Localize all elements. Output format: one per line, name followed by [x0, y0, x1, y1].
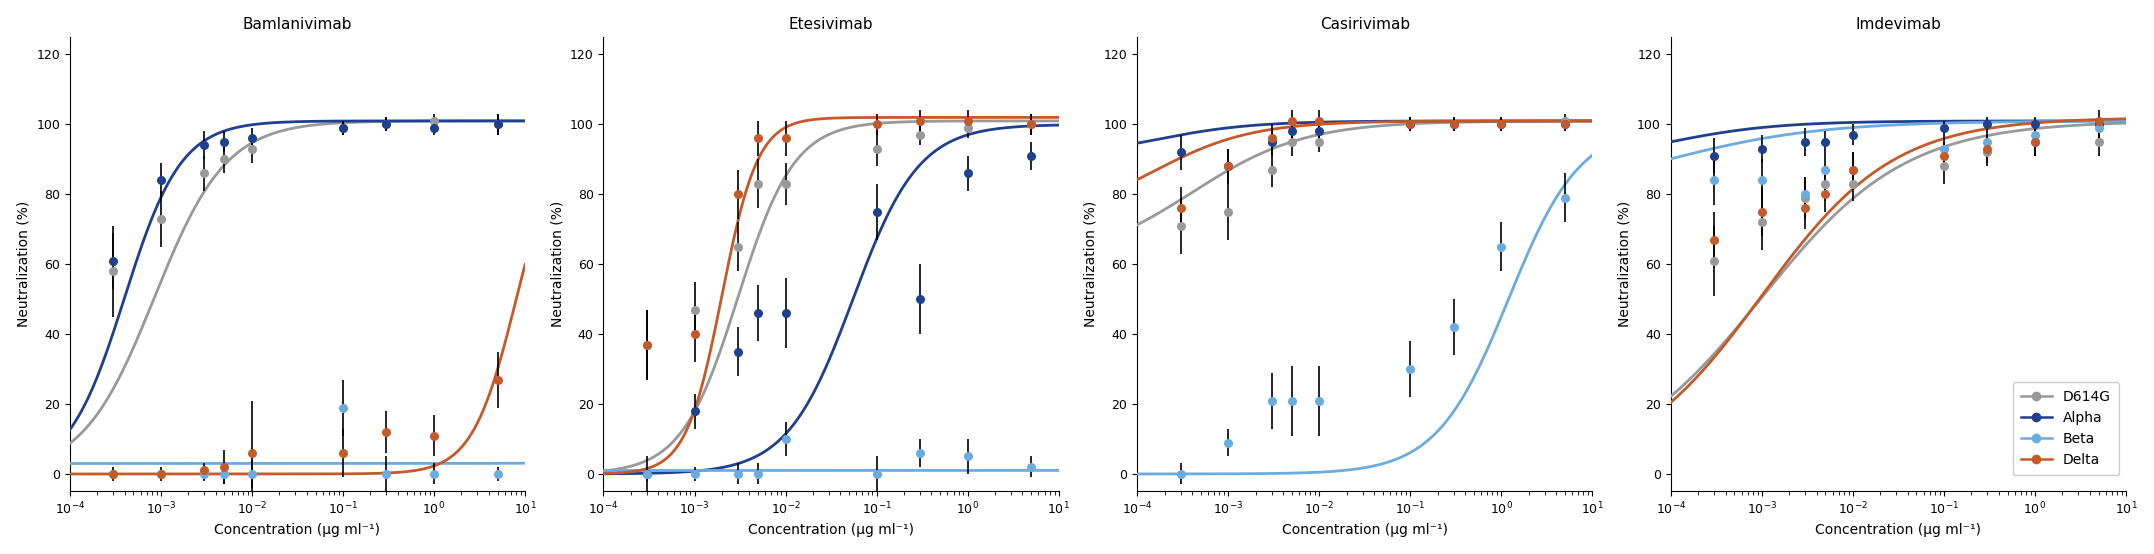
- Y-axis label: Neutralization (%): Neutralization (%): [549, 201, 564, 327]
- Title: Casirivimab: Casirivimab: [1320, 17, 1409, 32]
- Title: Etesivimab: Etesivimab: [788, 17, 872, 32]
- X-axis label: Concentration (μg ml⁻¹): Concentration (μg ml⁻¹): [1282, 524, 1447, 537]
- Title: Imdevimab: Imdevimab: [1855, 17, 1941, 32]
- Y-axis label: Neutralization (%): Neutralization (%): [17, 201, 30, 327]
- X-axis label: Concentration (μg ml⁻¹): Concentration (μg ml⁻¹): [1816, 524, 1982, 537]
- X-axis label: Concentration (μg ml⁻¹): Concentration (μg ml⁻¹): [215, 524, 381, 537]
- Legend: D614G, Alpha, Beta, Delta: D614G, Alpha, Beta, Delta: [2012, 382, 2120, 475]
- Y-axis label: Neutralization (%): Neutralization (%): [1618, 201, 1631, 327]
- Y-axis label: Neutralization (%): Neutralization (%): [1083, 201, 1099, 327]
- Title: Bamlanivimab: Bamlanivimab: [243, 17, 351, 32]
- X-axis label: Concentration (μg ml⁻¹): Concentration (μg ml⁻¹): [747, 524, 913, 537]
